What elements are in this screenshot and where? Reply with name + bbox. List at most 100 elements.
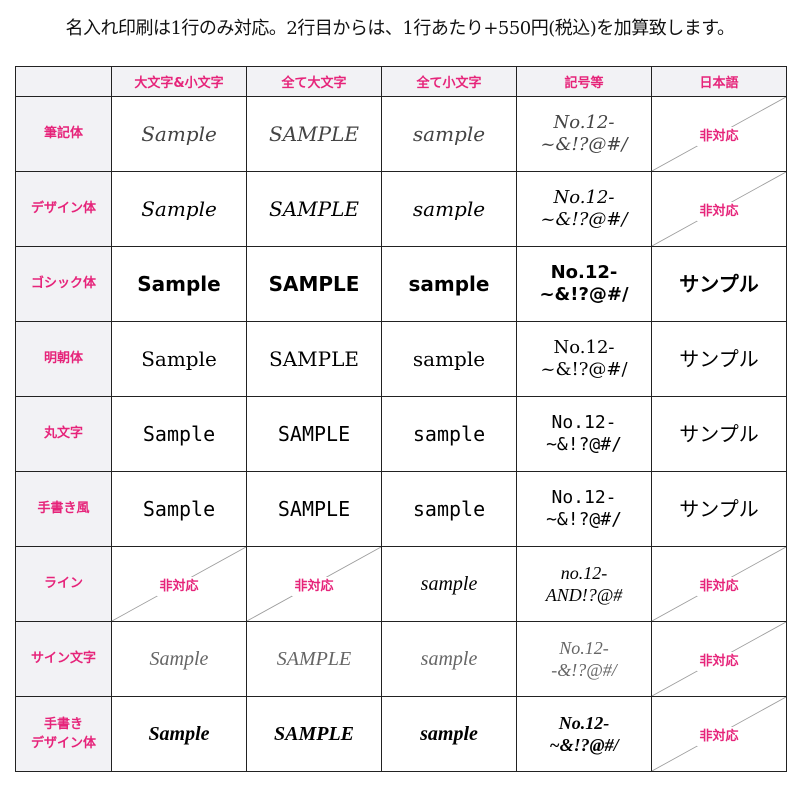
font-sample-cell: sample xyxy=(381,546,517,622)
font-sample-cell: No.12- ~&!?@#/ xyxy=(516,396,652,472)
font-sample-text: サンプル xyxy=(679,421,759,446)
font-sample-cell: No.12- ~&!?@#/ xyxy=(516,321,652,397)
font-sample-text: No.12- ~&!?@#/ xyxy=(540,186,628,231)
font-sample-cell: Sample xyxy=(111,621,247,697)
row-header: デザイン体 xyxy=(15,171,112,247)
font-sample-text: Sample xyxy=(141,121,217,146)
font-sample-text: SAMPLE xyxy=(277,496,351,521)
column-header: 大文字&小文字 xyxy=(111,66,247,97)
font-sample-cell: sample xyxy=(381,471,517,547)
corner-cell xyxy=(15,66,112,97)
row-header: 明朝体 xyxy=(15,321,112,397)
font-sample-cell: サンプル xyxy=(651,396,787,472)
font-sample-text: No.12- ~&!?@#/ xyxy=(540,336,628,381)
column-header: 日本語 xyxy=(651,66,787,97)
column-header: 全て小文字 xyxy=(381,66,517,97)
font-sample-cell: No.12- -&!?@#/ xyxy=(516,621,652,697)
not-supported-label: 非対応 xyxy=(157,576,201,596)
font-sample-text: Sample xyxy=(142,421,216,446)
font-sample-text: No.12- ~&!?@#/ xyxy=(546,411,622,456)
font-sample-text: サンプル xyxy=(679,346,759,371)
font-sample-cell: No.12- ~&!?@#/ xyxy=(516,246,652,322)
font-sample-cell: Sample xyxy=(111,171,247,247)
font-sample-cell: サンプル xyxy=(651,471,787,547)
not-supported-cell: 非対応 xyxy=(651,96,787,172)
row-header: ライン xyxy=(15,546,112,622)
row-header: ゴシック体 xyxy=(15,246,112,322)
table-row: 明朝体 Sample SAMPLE sample No.12- ~&!?@#/ サンプル xyxy=(15,321,787,397)
font-sample-text: Sample xyxy=(149,647,209,670)
not-supported-cell: 非対応 xyxy=(651,621,787,697)
font-sample-text: sample xyxy=(412,121,486,146)
table-row: サイン文字 Sample SAMPLE sample No.12- -&!?@#/ 非対応 xyxy=(15,621,787,697)
not-supported-label: 非対応 xyxy=(697,576,741,596)
font-sample-text: sample xyxy=(408,271,490,296)
not-supported-cell: 非対応 xyxy=(246,546,382,622)
font-sample-cell: no.12- AND!?@# xyxy=(516,546,652,622)
font-sample-text: サンプル xyxy=(679,496,759,521)
not-supported-label: 非対応 xyxy=(697,726,741,746)
font-sample-table: 大文字&小文字 全て大文字 全て小文字 記号等 日本語 筆記体 Sample SAMPLE s… xyxy=(15,66,787,772)
table-row: デザイン体 Sample SAMPLE sample No.12- ~&!?@#/ 非対応 xyxy=(15,171,787,247)
font-sample-text: No.12- ~&!?@#/ xyxy=(549,712,619,756)
font-sample-cell: Sample xyxy=(111,96,247,172)
font-sample-cell: No.12- ~&!?@#/ xyxy=(516,471,652,547)
not-supported-cell: 非対応 xyxy=(651,546,787,622)
font-sample-cell: sample xyxy=(381,96,517,172)
table-row: ライン 非対応 非対応 sample no.12- AND!?@# 非対応 xyxy=(15,546,787,622)
row-header: 丸文字 xyxy=(15,396,112,472)
font-sample-text: sample xyxy=(412,196,486,221)
font-sample-cell: sample xyxy=(381,621,517,697)
not-supported-label: 非対応 xyxy=(697,651,741,671)
row-header: 手書き デザイン体 xyxy=(15,696,112,772)
table-row: 手書き風 Sample SAMPLE sample No.12- ~&!?@#/ サンプル xyxy=(15,471,787,547)
font-sample-cell: Sample xyxy=(111,396,247,472)
not-supported-label: 非対応 xyxy=(292,576,336,596)
font-sample-text: sample xyxy=(420,722,478,745)
font-sample-cell: sample xyxy=(381,321,517,397)
not-supported-label: 非対応 xyxy=(697,126,741,146)
column-header: 全て大文字 xyxy=(246,66,382,97)
font-sample-cell: No.12- ~&!?@#/ xyxy=(516,696,652,772)
font-sample-cell: SAMPLE xyxy=(246,396,382,472)
font-sample-cell: No.12- ~&!?@#/ xyxy=(516,171,652,247)
font-sample-cell: SAMPLE xyxy=(246,96,382,172)
font-sample-cell: SAMPLE xyxy=(246,321,382,397)
not-supported-cell: 非対応 xyxy=(651,696,787,772)
font-sample-text: sample xyxy=(412,496,486,521)
font-sample-text: SAMPLE xyxy=(269,196,359,221)
font-sample-text: Sample xyxy=(148,722,210,745)
font-sample-text: Sample xyxy=(141,346,217,371)
font-sample-text: sample xyxy=(420,647,478,670)
table-row: 筆記体 Sample SAMPLE sample No.12- ~&!?@#/ 非対応 xyxy=(15,96,787,172)
font-sample-cell: sample xyxy=(381,396,517,472)
not-supported-label: 非対応 xyxy=(697,201,741,221)
column-header: 記号等 xyxy=(516,66,652,97)
font-sample-cell: sample xyxy=(381,171,517,247)
font-sample-text: No.12- ~&!?@#/ xyxy=(540,111,628,156)
font-sample-cell: SAMPLE xyxy=(246,246,382,322)
font-sample-text: SAMPLE xyxy=(269,346,359,371)
font-sample-text: no.12- AND!?@# xyxy=(545,562,623,606)
font-sample-text: Sample xyxy=(141,196,217,221)
font-sample-text: Sample xyxy=(142,496,216,521)
font-sample-cell: sample xyxy=(381,696,517,772)
font-sample-text: SAMPLE xyxy=(277,421,351,446)
font-sample-text: sample xyxy=(412,346,486,371)
font-sample-cell: Sample xyxy=(111,471,247,547)
table-row: 手書き デザイン体 Sample SAMPLE sample No.12- ~&!?@#… xyxy=(15,696,787,772)
font-sample-text: サンプル xyxy=(679,271,759,296)
font-sample-cell: Sample xyxy=(111,321,247,397)
font-sample-cell: sample xyxy=(381,246,517,322)
font-sample-text: No.12- ~&!?@#/ xyxy=(546,486,622,531)
font-sample-cell: サンプル xyxy=(651,246,787,322)
font-sample-text: No.12- -&!?@#/ xyxy=(551,637,617,681)
font-sample-text: No.12- ~&!?@#/ xyxy=(539,261,629,306)
table-row: 丸文字 Sample SAMPLE sample No.12- ~&!?@#/ サンプル xyxy=(15,396,787,472)
font-sample-cell: Sample xyxy=(111,246,247,322)
font-sample-cell: SAMPLE xyxy=(246,471,382,547)
font-sample-cell: SAMPLE xyxy=(246,696,382,772)
row-header: 手書き風 xyxy=(15,471,112,547)
table-row: ゴシック体 Sample SAMPLE sample No.12- ~&!?@#/ サンプ… xyxy=(15,246,787,322)
font-sample-text: SAMPLE xyxy=(276,647,352,670)
